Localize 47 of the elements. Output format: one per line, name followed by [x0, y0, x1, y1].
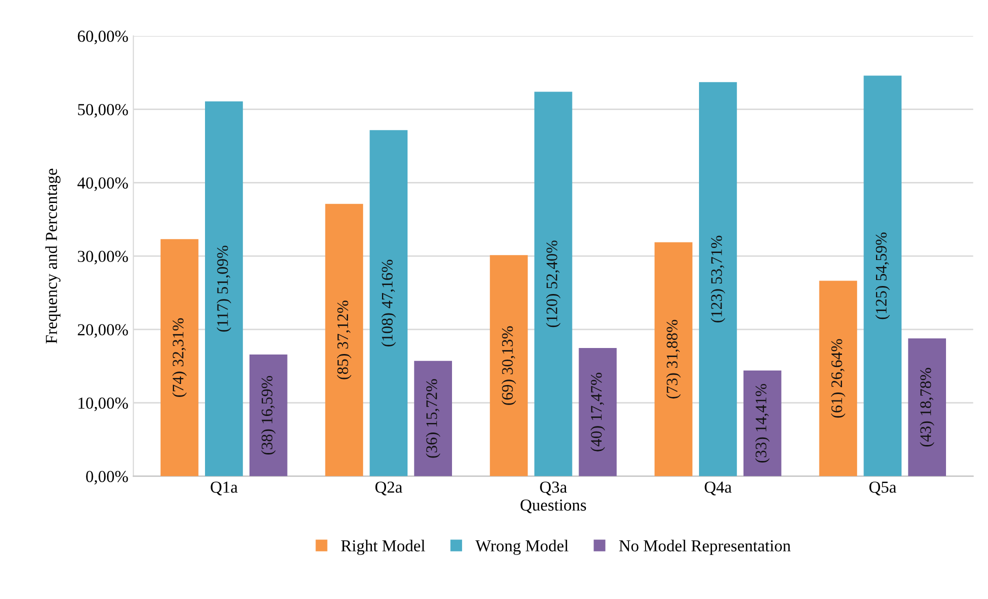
bar	[414, 360, 452, 476]
bar	[654, 242, 692, 476]
y-tick-label: 0,00%	[86, 470, 128, 485]
bar	[743, 370, 782, 476]
y-tick-label: 50,00%	[78, 104, 128, 118]
x-tick-label: Q2a	[375, 482, 402, 496]
data-label: (36) 15,72%	[426, 379, 440, 458]
data-label: (117) 51,09%	[216, 246, 232, 332]
y-axis-title: Frequency and Percentage	[45, 168, 60, 344]
bar	[864, 76, 902, 476]
data-label: (43) 18,78%	[920, 368, 934, 447]
data-label: (69) 30,13%	[502, 326, 516, 405]
y-tick-label: 30,00%	[78, 250, 128, 264]
x-axis-title: Questions	[520, 499, 586, 514]
data-label: (123) 53,71%	[710, 236, 726, 322]
data-label: (40) 17,47%	[590, 372, 605, 452]
legend-label: Right Model	[341, 540, 426, 555]
legend-label: Wrong Model	[475, 540, 568, 555]
bar	[325, 204, 364, 476]
data-label: (33) 14,41%	[755, 384, 770, 463]
y-tick-label: 20,00%	[78, 324, 128, 338]
data-label: (38) 16,59%	[261, 376, 276, 455]
bar	[490, 255, 528, 476]
x-tick-label: Q5a	[869, 482, 896, 496]
data-label: (120) 52,40%	[546, 240, 561, 328]
bar	[205, 101, 243, 476]
y-tick-label: 40,00%	[77, 177, 128, 192]
bar	[160, 239, 198, 476]
data-label: (108) 47,16%	[381, 260, 396, 346]
data-label: (73) 31,88%	[666, 320, 681, 398]
bar	[578, 348, 617, 476]
bar	[908, 338, 946, 476]
legend-label: No Model Representation	[619, 540, 791, 555]
x-tick-label: Q4a	[704, 482, 732, 496]
x-tick-label: Q3a	[540, 482, 567, 496]
x-tick-label: Q1a	[210, 482, 238, 496]
data-label: (125) 54,59%	[875, 232, 890, 320]
bar	[534, 92, 572, 476]
bar	[699, 82, 737, 476]
bar	[249, 354, 288, 476]
data-label: (85) 37,12%	[336, 300, 352, 380]
y-tick-label: 10,00%	[78, 398, 128, 412]
bar	[819, 280, 858, 476]
bar	[370, 130, 408, 476]
data-label: (61) 26,64%	[830, 339, 846, 418]
data-label: (74) 32,31%	[172, 318, 187, 397]
y-tick-label: 60,00%	[78, 30, 128, 44]
